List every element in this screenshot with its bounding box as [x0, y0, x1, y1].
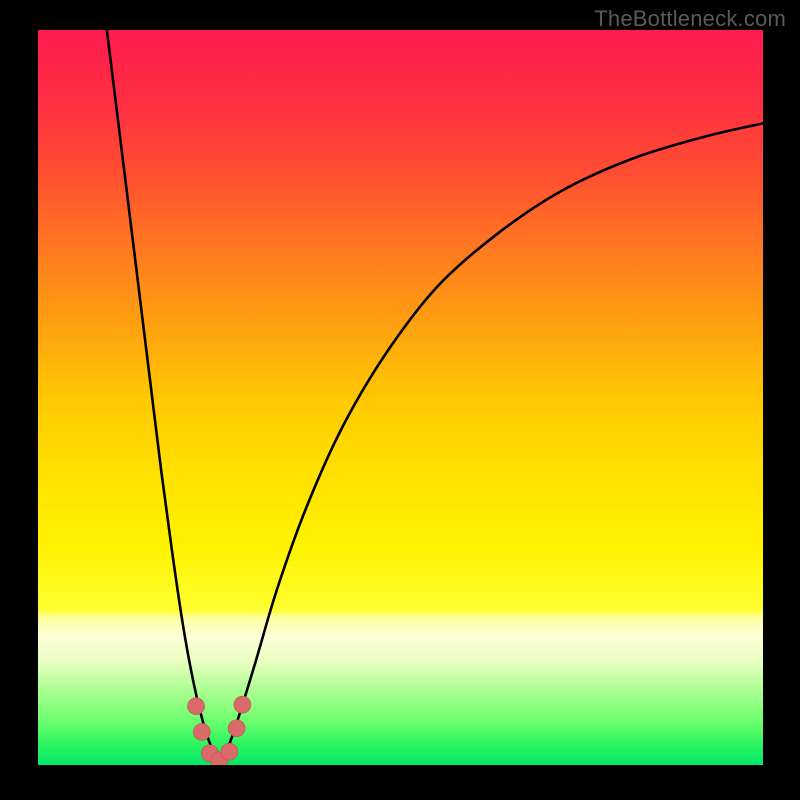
curve-overlay	[0, 0, 800, 800]
data-marker	[221, 743, 238, 760]
data-marker	[234, 696, 251, 713]
bottleneck-curve-right	[225, 123, 763, 756]
data-marker	[188, 698, 205, 715]
watermark-text: TheBottleneck.com	[594, 6, 786, 32]
bottleneck-curve-left	[107, 30, 215, 756]
data-marker	[193, 723, 210, 740]
chart-canvas: TheBottleneck.com	[0, 0, 800, 800]
data-marker	[228, 720, 245, 737]
